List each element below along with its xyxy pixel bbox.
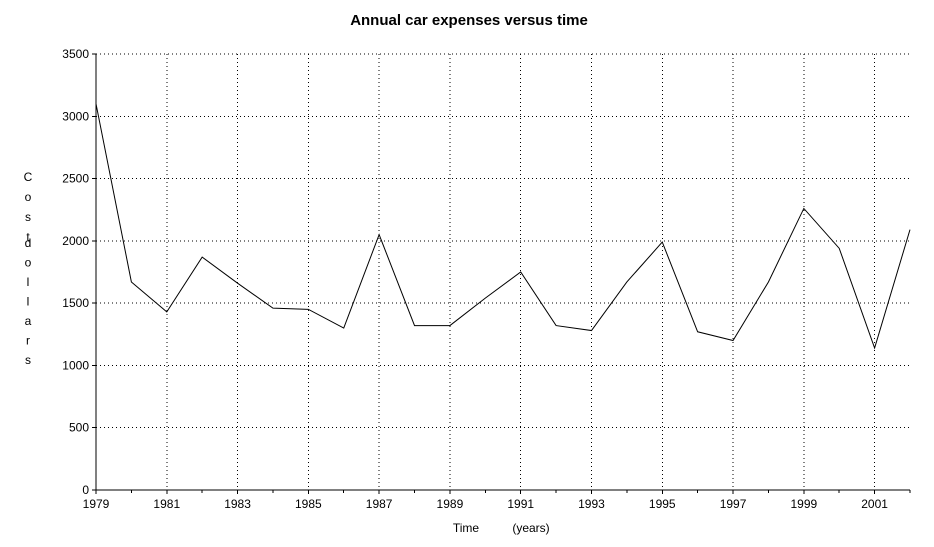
x-tick-label: 1979 [83, 497, 110, 511]
x-tick-labels: 1979 1981 1983 1985 1987 1989 1991 1993 1995 1997… [83, 497, 889, 511]
y-tick-labels: 0 500 1000 1500 2000 2500 3000 3500 [62, 47, 89, 497]
y-tick-label: 500 [69, 421, 89, 435]
x-tick-label: 1987 [366, 497, 393, 511]
axes [92, 53, 911, 494]
x-tick-label: 1997 [720, 497, 747, 511]
y-tick-label: 2500 [62, 172, 89, 186]
series [95, 103, 911, 350]
x-tick-label: 2001 [861, 497, 888, 511]
x-tick-label: 1983 [224, 497, 251, 511]
x-tick-label: 1985 [295, 497, 322, 511]
y-tick-label: 1500 [62, 296, 89, 310]
y-tick-label: 0 [82, 483, 89, 497]
grid [96, 53, 910, 490]
y-tick-label: 2000 [62, 234, 89, 248]
x-tick-label: 1999 [790, 497, 817, 511]
chart-title: Annual car expenses versus time [350, 12, 588, 29]
x-tick-label: 1981 [153, 497, 180, 511]
y-tick-label: 3500 [62, 47, 89, 61]
y-tick-label: 3000 [62, 109, 89, 123]
y-tick-label: 1000 [62, 358, 89, 372]
x-axis-label: Time [453, 521, 480, 535]
x-tick-label: 1991 [507, 497, 534, 511]
x-axis-unit: (years) [512, 521, 549, 535]
x-tick-label: 1993 [578, 497, 605, 511]
series-line [95, 103, 911, 350]
x-tick-label: 1989 [437, 497, 464, 511]
x-tick-label: 1995 [649, 497, 676, 511]
